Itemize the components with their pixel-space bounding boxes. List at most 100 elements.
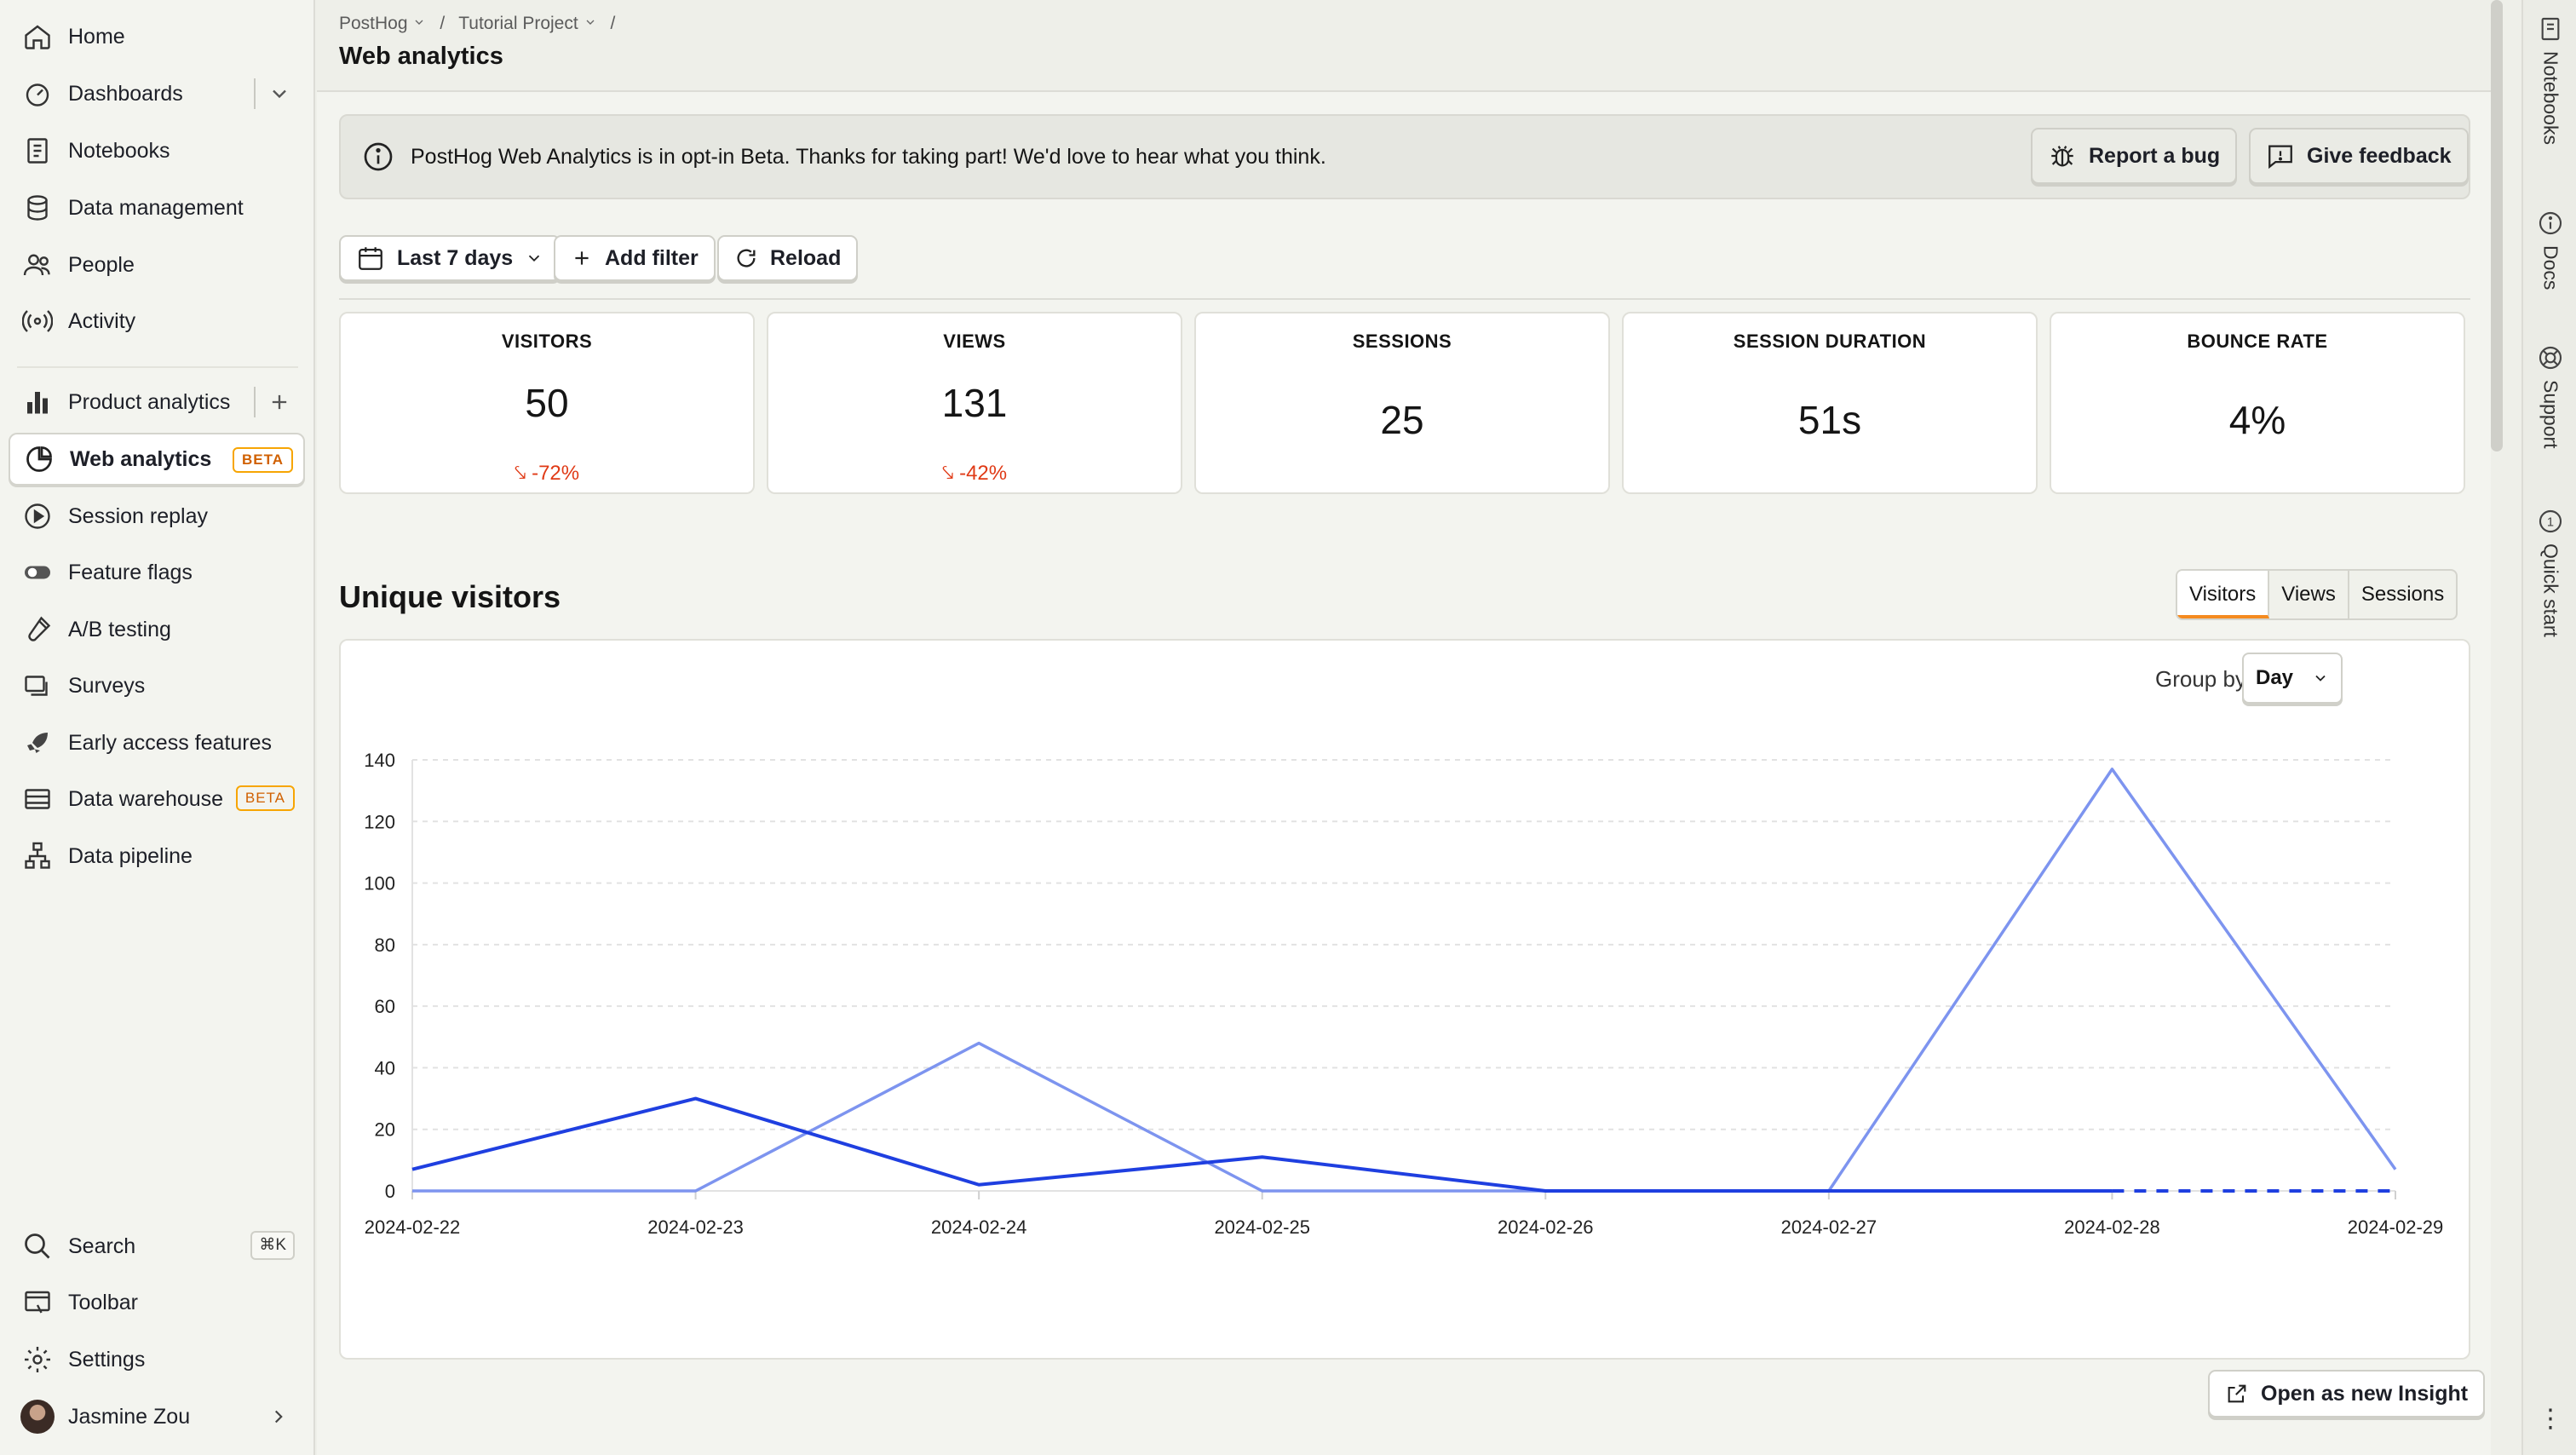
flask-icon bbox=[20, 612, 55, 647]
avatar bbox=[20, 1400, 55, 1434]
activity-icon bbox=[20, 304, 55, 338]
survey-icon bbox=[20, 669, 55, 703]
sidebar-item-data-management[interactable]: Data management bbox=[9, 181, 305, 234]
sidebar-item-label: Feature flags bbox=[68, 560, 193, 584]
bug-icon bbox=[2051, 146, 2073, 167]
x-tick-label: 2024-02-22 bbox=[365, 1216, 461, 1238]
sidebar-item-label: Web analytics bbox=[70, 446, 212, 471]
stat-change: ⤥ -72% bbox=[514, 462, 580, 485]
tab-sessions[interactable]: Sessions bbox=[2360, 583, 2445, 606]
sidebar-item-session-replay[interactable]: Session replay bbox=[9, 490, 305, 543]
people-icon bbox=[20, 248, 55, 282]
rail-item-docs[interactable]: Docs bbox=[2523, 210, 2576, 290]
sidebar-item-people[interactable]: People bbox=[9, 239, 305, 291]
x-tick-label: 2024-02-29 bbox=[2348, 1216, 2444, 1238]
sidebar-item-data-warehouse[interactable]: Data warehouse BETA bbox=[9, 773, 305, 825]
sidebar-item-label: Dashboards bbox=[68, 81, 183, 106]
sidebar-item-product-analytics[interactable]: Product analytics bbox=[9, 376, 305, 428]
series-line bbox=[412, 768, 2397, 1193]
user-name: Jasmine Zou bbox=[68, 1404, 191, 1429]
rail-item-quick-start[interactable]: 1 Quick start bbox=[2523, 508, 2576, 637]
rail-label: Quick start bbox=[2539, 543, 2562, 637]
chevron-down-icon[interactable] bbox=[262, 77, 296, 111]
chevron-down-icon bbox=[586, 20, 594, 25]
section-title: Unique visitors bbox=[339, 579, 561, 614]
home-icon bbox=[20, 20, 55, 54]
y-tick-label: 60 bbox=[375, 996, 395, 1017]
database-icon bbox=[20, 191, 55, 225]
plus-icon bbox=[575, 251, 589, 265]
report-bug-button[interactable]: Report a bug bbox=[2031, 128, 2238, 184]
sidebar-item-ab-testing[interactable]: A/B testing bbox=[9, 603, 305, 656]
rail-item-support[interactable]: Support bbox=[2523, 344, 2576, 449]
plus-icon[interactable] bbox=[262, 385, 296, 419]
chevron-down-icon bbox=[415, 20, 423, 25]
trend-down-icon: ⤥ bbox=[514, 462, 526, 485]
reload-button[interactable]: Reload bbox=[717, 235, 859, 281]
side-panel-rail: Notebooks Docs Support 1 Quick start ⋮ bbox=[2521, 0, 2576, 1455]
stat-value: 51s bbox=[1797, 398, 1862, 442]
breadcrumb-project[interactable]: Tutorial Project bbox=[458, 14, 596, 34]
sidebar-item-label: A/B testing bbox=[68, 617, 171, 641]
notebook-icon bbox=[20, 134, 55, 168]
chart-card: 0 20 40 60 80 100 120 140 2024-02-22 2024-02-23 20… bbox=[339, 639, 2470, 1360]
sidebar-item-label: Data pipeline bbox=[68, 843, 193, 868]
gear-icon bbox=[20, 1343, 55, 1377]
give-feedback-button[interactable]: Give feedback bbox=[2249, 128, 2469, 184]
sidebar-item-search[interactable]: Search ⌘K bbox=[9, 1220, 305, 1273]
calendar-icon bbox=[359, 247, 382, 270]
scrollbar[interactable] bbox=[2491, 0, 2503, 451]
sidebar-item-label: Session replay bbox=[68, 503, 208, 528]
date-range-button[interactable]: Last 7 days bbox=[339, 235, 561, 281]
pie-chart-icon bbox=[22, 442, 56, 476]
sidebar-item-dashboards[interactable]: Dashboards bbox=[9, 67, 305, 120]
stat-card-visitors: VISITORS 50 ⤥ -72% bbox=[339, 312, 755, 494]
divider bbox=[254, 78, 256, 109]
trend-down-icon: ⤥ bbox=[941, 462, 954, 485]
stat-change: ⤥ -42% bbox=[941, 462, 1008, 485]
more-options-icon[interactable]: ⋮ bbox=[2538, 1405, 2563, 1433]
rail-label: Support bbox=[2539, 380, 2562, 449]
sidebar-item-activity[interactable]: Activity bbox=[9, 295, 305, 348]
series-line bbox=[411, 1096, 2113, 1193]
sidebar-item-web-analytics[interactable]: Web analytics BETA bbox=[9, 433, 305, 486]
sidebar-item-surveys[interactable]: Surveys bbox=[9, 659, 305, 712]
y-tick-label: 20 bbox=[375, 1119, 395, 1141]
add-filter-button[interactable]: Add filter bbox=[554, 235, 716, 281]
sidebar-item-home[interactable]: Home bbox=[9, 10, 305, 63]
sidebar-item-user[interactable]: Jasmine Zou bbox=[9, 1390, 305, 1443]
stat-label: SESSIONS bbox=[1352, 331, 1452, 352]
sidebar-item-early-access-features[interactable]: Early access features bbox=[9, 716, 305, 769]
sidebar-item-feature-flags[interactable]: Feature flags bbox=[9, 546, 305, 599]
stat-card-views: VIEWS 131 ⤥ -42% bbox=[767, 312, 1182, 494]
sidebar-item-toolbar[interactable]: Toolbar bbox=[9, 1276, 305, 1329]
sidebar: Home Dashboards Notebooks Data managemen… bbox=[0, 0, 315, 1455]
search-icon bbox=[20, 1229, 55, 1263]
sidebar-item-label: Search bbox=[68, 1234, 136, 1258]
stat-card-sessions: SESSIONS 25 bbox=[1194, 312, 1610, 494]
dashboard-icon bbox=[20, 77, 55, 111]
sidebar-item-settings[interactable]: Settings bbox=[9, 1333, 305, 1386]
open-as-insight-button[interactable]: Open as new Insight bbox=[2208, 1370, 2486, 1418]
group-by-select[interactable]: Day bbox=[2242, 653, 2343, 704]
sidebar-item-label: Settings bbox=[68, 1347, 146, 1372]
sidebar-item-label: Notebooks bbox=[68, 138, 170, 163]
rail-item-notebooks[interactable]: Notebooks bbox=[2523, 15, 2576, 145]
beta-banner: PostHog Web Analytics is in opt-in Beta.… bbox=[339, 114, 2470, 199]
sidebar-item-label: Toolbar bbox=[68, 1290, 138, 1314]
rail-label: Notebooks bbox=[2539, 51, 2562, 145]
chevron-down-icon bbox=[529, 255, 540, 262]
x-tick-label: 2024-02-26 bbox=[1498, 1216, 1594, 1238]
sidebar-item-data-pipeline[interactable]: Data pipeline bbox=[9, 830, 305, 883]
bar-chart-icon bbox=[20, 385, 55, 419]
keyboard-shortcut: ⌘K bbox=[250, 1231, 295, 1260]
y-tick-label: 80 bbox=[375, 935, 395, 956]
info-icon bbox=[2539, 211, 2562, 235]
sidebar-item-notebooks[interactable]: Notebooks bbox=[9, 124, 305, 177]
divider bbox=[339, 298, 2470, 300]
tab-views[interactable]: Views bbox=[2269, 571, 2349, 618]
breadcrumb-org[interactable]: PostHog bbox=[339, 14, 426, 34]
tab-visitors[interactable]: Visitors bbox=[2177, 571, 2270, 618]
sidebar-item-label: Surveys bbox=[68, 673, 146, 698]
breadcrumb-separator: / bbox=[610, 14, 616, 33]
